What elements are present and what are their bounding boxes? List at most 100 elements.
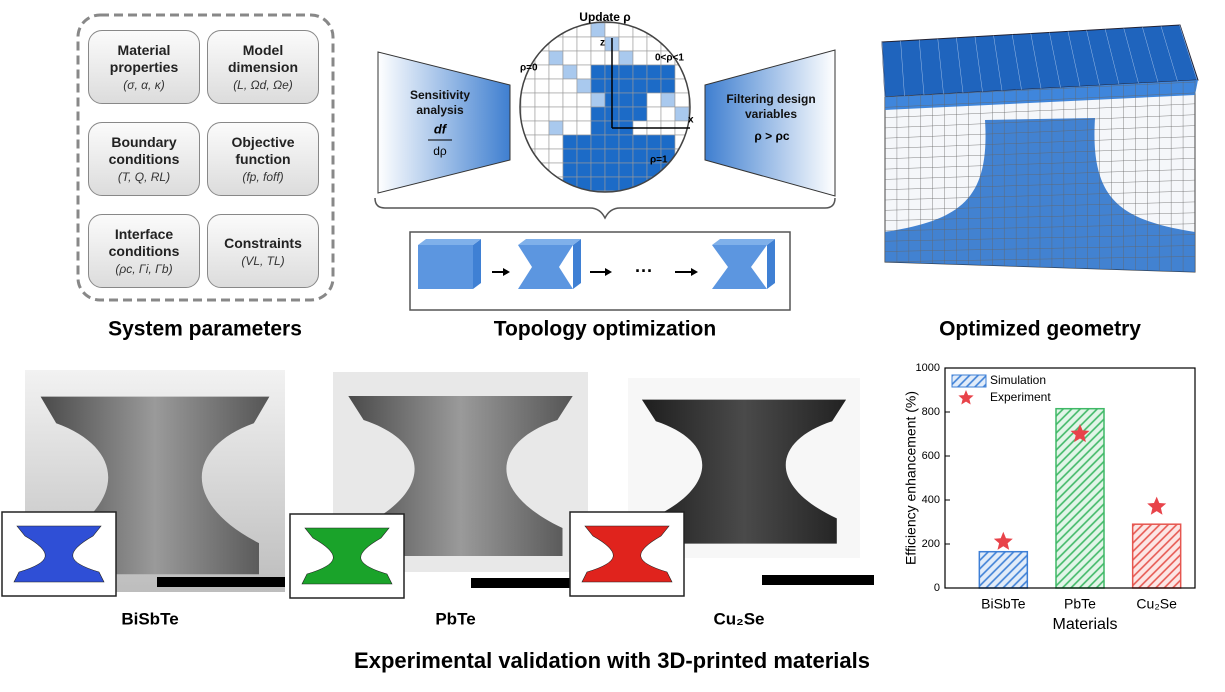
parameter-vars: (VL, TL): [241, 253, 285, 268]
shape: [418, 245, 473, 289]
shape-side: [473, 239, 481, 289]
mesh-line: [884, 169, 1196, 180]
axis-x: x: [688, 115, 694, 126]
cell: [646, 190, 662, 192]
cell: [562, 148, 578, 164]
cell: [534, 106, 550, 122]
shape-top: [712, 239, 775, 245]
parameter-box: Boundary conditions (T, Q, RL): [88, 122, 200, 196]
cell: [618, 78, 634, 94]
cells: [520, 22, 690, 192]
cell: [576, 148, 592, 164]
axis-z: z: [600, 38, 605, 49]
cell: [548, 134, 564, 150]
cell: [604, 190, 620, 192]
cell: [548, 92, 564, 108]
cell: [576, 36, 592, 52]
arrowhead: [605, 268, 612, 276]
cell: [632, 162, 648, 178]
cell: [562, 78, 578, 94]
cell: [548, 64, 564, 80]
mesh-line: [884, 158, 1196, 170]
legend-swatch: [951, 374, 987, 388]
scale-bar: [157, 577, 285, 587]
shape-top: [518, 239, 581, 245]
cell: [548, 36, 564, 52]
mesh-line: [884, 212, 1196, 221]
cell: [534, 134, 550, 150]
cell: [520, 22, 522, 38]
cell: [548, 50, 564, 66]
cell: [646, 64, 662, 80]
cell: [660, 22, 676, 38]
x-tick-label: Cu₂Se: [1136, 596, 1177, 612]
cell: [590, 190, 606, 192]
filter-rule: ρ > ρc: [754, 129, 790, 143]
params-title: System parameters: [108, 318, 302, 341]
parameter-title: Constraints: [224, 234, 302, 251]
bar: [1055, 407, 1105, 589]
mesh-line: [884, 147, 1196, 159]
y-tick-label: 800: [922, 406, 940, 418]
mesh-line: [974, 36, 983, 92]
sample-label: BiSbTe: [121, 609, 178, 628]
mesh-line: [884, 114, 1196, 129]
optimized-title: Optimized geometry: [939, 318, 1141, 341]
cell: [618, 106, 634, 122]
parameter-box: Objective function (fp, foff): [207, 122, 319, 196]
mesh-line: [1067, 31, 1081, 87]
cell: [520, 92, 536, 108]
cube-band: [885, 80, 1198, 110]
marker: [1070, 424, 1090, 443]
legend-label: Simulation: [990, 373, 1046, 387]
cell: [660, 22, 676, 24]
parameter-vars: (L, Ωd, Ωe): [233, 78, 293, 92]
rho0-label: ρ=0: [520, 63, 538, 74]
topology-title: Topology optimization: [494, 318, 716, 341]
parameter-vars: (σ, α, κ): [123, 78, 165, 92]
scale-bar: [762, 575, 874, 585]
cell: [646, 134, 662, 150]
mesh-line: [900, 40, 905, 96]
cell: [548, 190, 564, 192]
parameter-vars: (ρc, Γi, Γb): [115, 262, 173, 276]
cell: [674, 176, 690, 192]
cell: [534, 148, 550, 164]
cell: [520, 22, 522, 24]
inset-shape: [581, 525, 673, 583]
cell: [674, 190, 690, 192]
cell: [674, 106, 690, 122]
cell: [534, 22, 550, 38]
cell: [660, 176, 676, 192]
rhomid-label: 0<ρ<1: [655, 53, 684, 64]
inset-shape: [13, 525, 105, 583]
cell: [632, 36, 648, 52]
cell: [604, 176, 620, 192]
cell: [660, 64, 676, 80]
mesh-line: [1049, 32, 1061, 88]
filtering-label: Filtering design variables: [726, 92, 816, 121]
cell: [688, 22, 690, 38]
cell: [534, 190, 550, 192]
cell: [548, 162, 564, 178]
legend-star: [958, 390, 974, 405]
y-tick-label: 200: [922, 538, 940, 550]
cell: [618, 36, 634, 52]
chart: 0 200 400 600 800 1000 BiSbTe PbTe Cu₂Se Material…: [903, 362, 1196, 633]
mesh-line: [1179, 24, 1198, 81]
validation-title: Experimental validation with 3D-printed …: [354, 648, 870, 673]
cell: [618, 134, 634, 150]
cell: [548, 148, 564, 164]
parameter-title: Material properties: [109, 42, 179, 75]
mesh-line: [1104, 29, 1120, 85]
cell: [562, 162, 578, 178]
marker: [1147, 496, 1167, 515]
df: df: [434, 121, 448, 136]
cell: [688, 36, 690, 52]
cell: [674, 36, 690, 52]
cell: [576, 162, 592, 178]
parameter-vars: (T, Q, RL): [117, 170, 171, 184]
cell: [688, 50, 690, 66]
cell: [646, 78, 662, 94]
